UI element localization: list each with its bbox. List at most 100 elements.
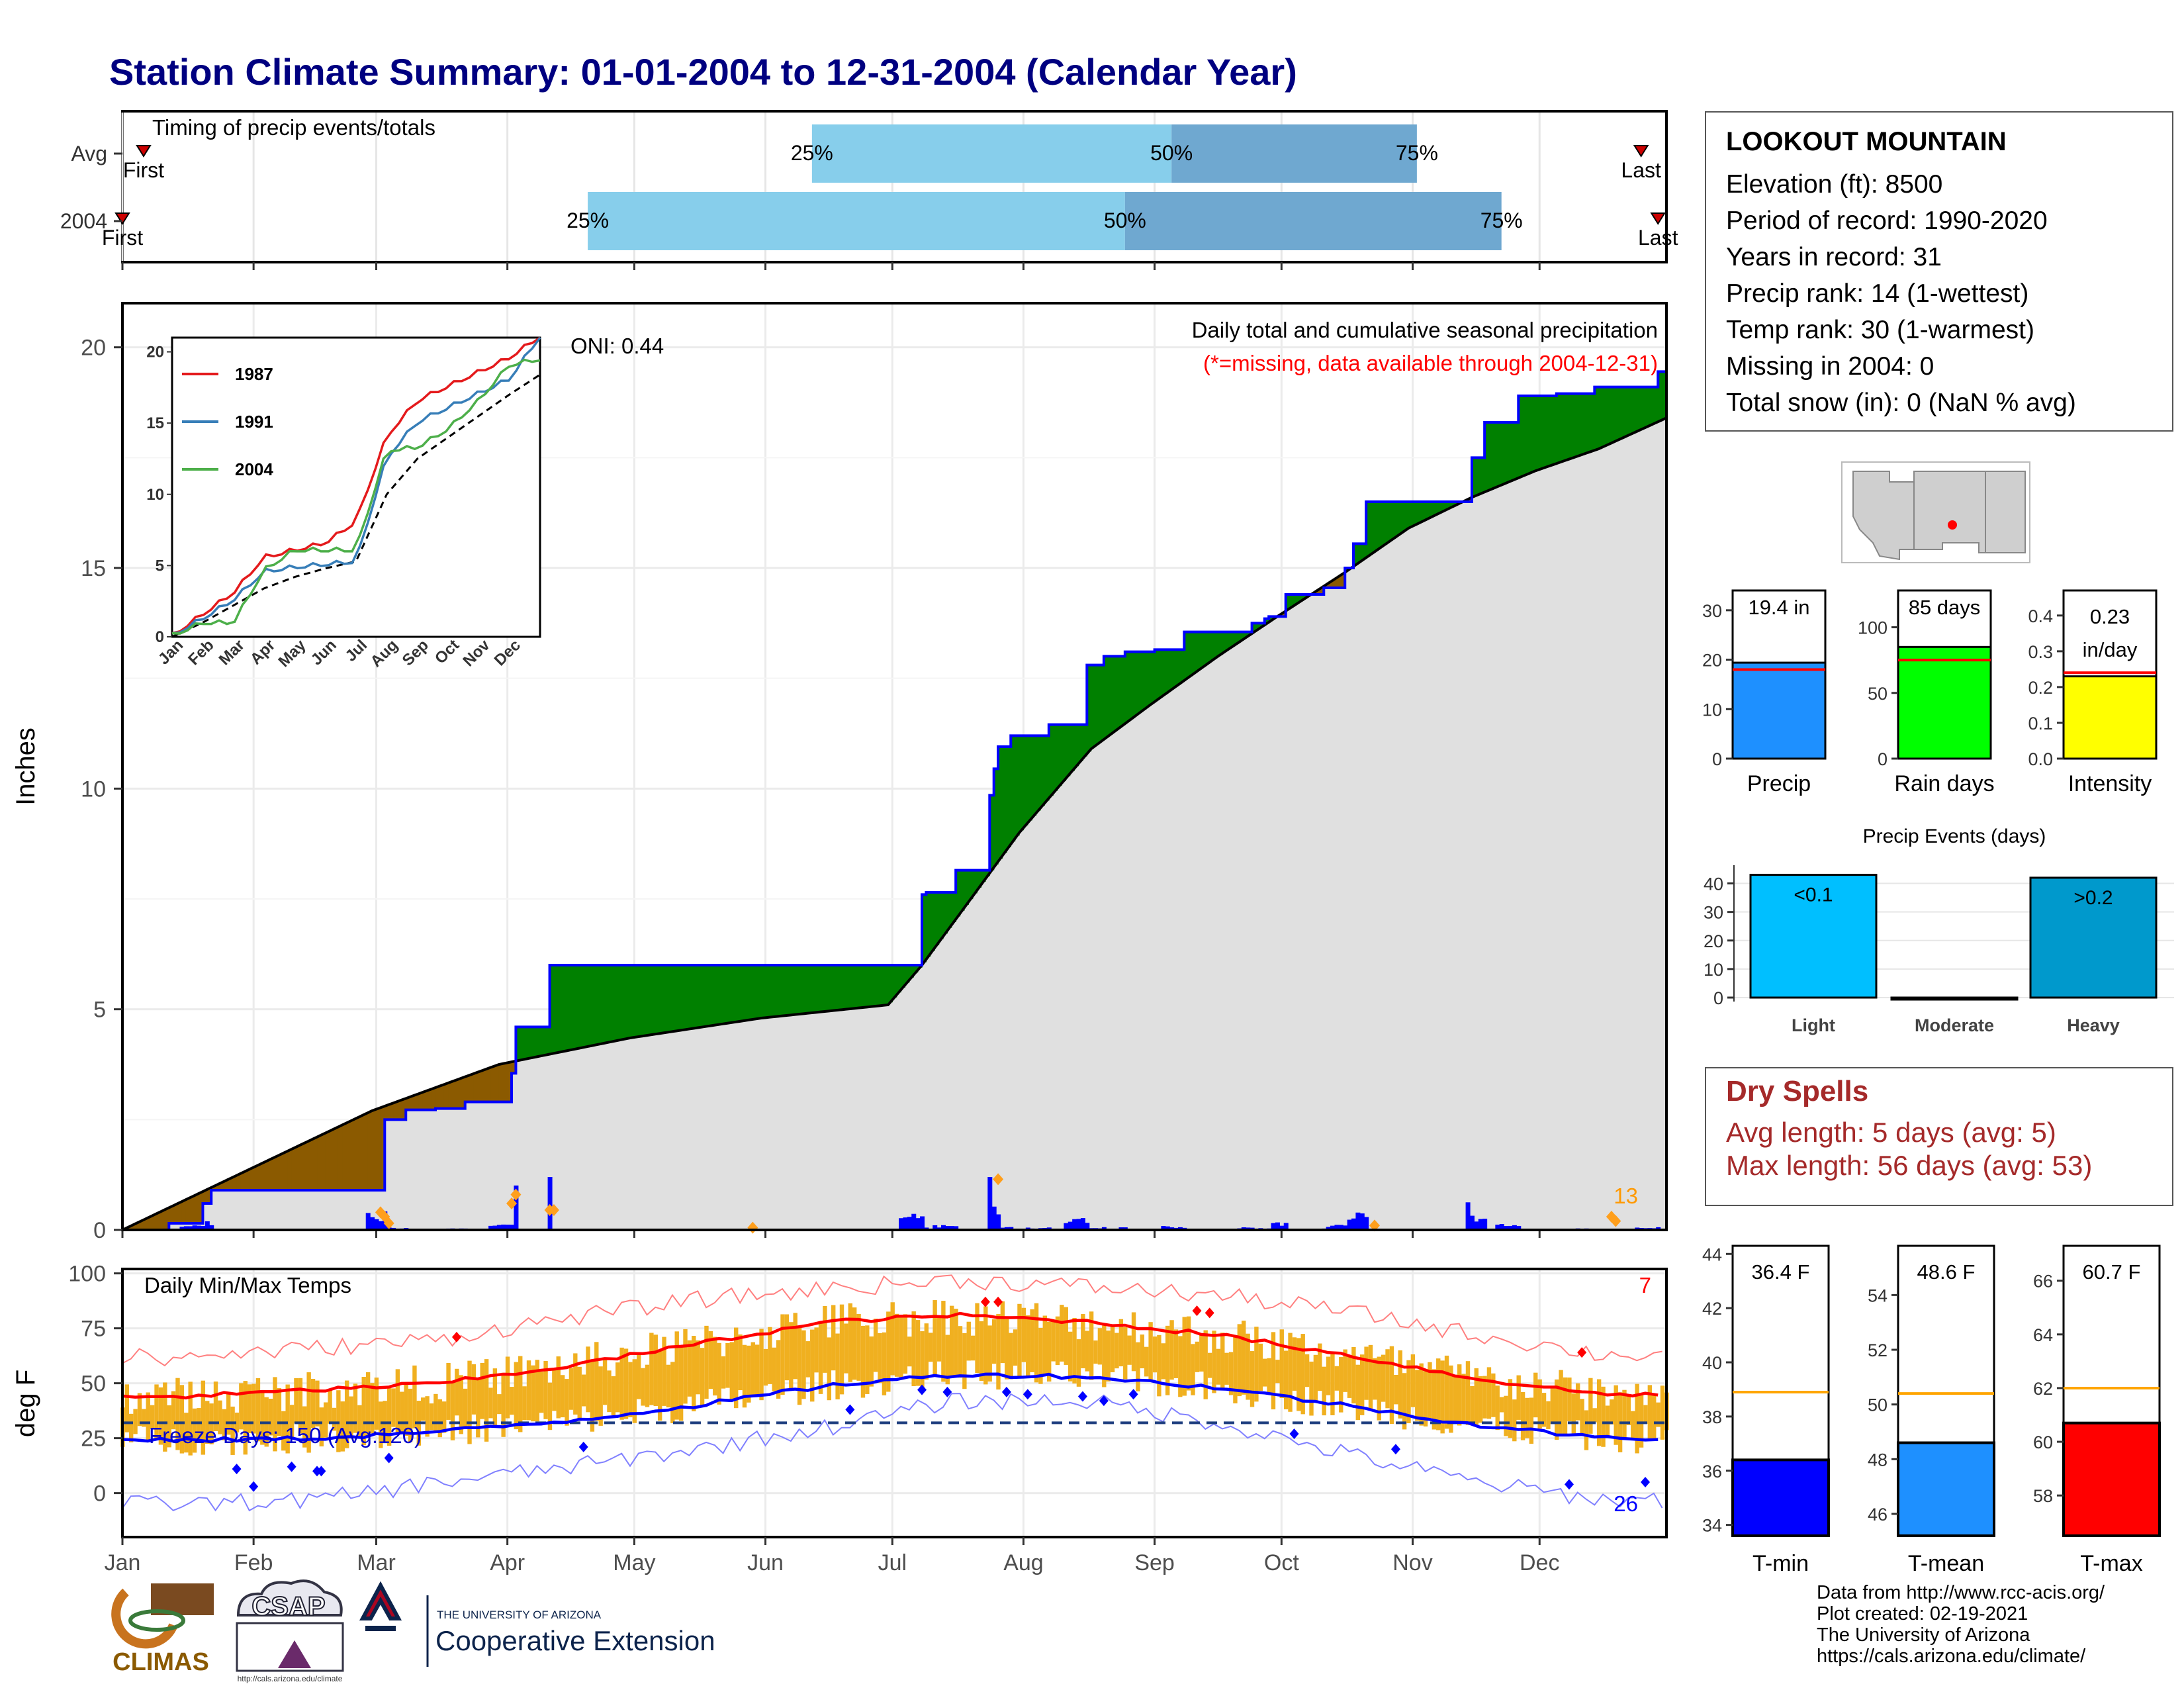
events-title: Precip Events (days) [1863,825,2046,847]
below-normal-fill [486,1068,491,1102]
daily-precip-bar [1165,1226,1170,1230]
above-normal-fill [1205,632,1210,664]
above-normal-fill [1197,632,1202,670]
above-normal-fill [638,965,643,1037]
record-low-marker [1390,1444,1400,1455]
daily-temp-bar [243,1381,248,1455]
daily-precip-bar [1085,1223,1090,1230]
above-normal-fill [592,965,597,1045]
daily-precip-bar [1326,1227,1331,1230]
below-normal-fill [338,1125,343,1190]
daily-temp-bar [970,1335,976,1361]
above-normal-fill [524,1027,529,1059]
mini-bar-value [2062,675,2158,760]
below-normal-fill [126,1227,132,1230]
daily-temp-bar [492,1368,498,1427]
above-normal-fill [609,965,614,1042]
daily-temp-bar [666,1364,671,1408]
y-tick-label: 100 [68,1262,106,1287]
daily-temp-bar [154,1384,159,1440]
temp-bar-tick-label: 50 [1868,1395,1888,1415]
below-normal-fill [148,1217,153,1230]
daily-temp-bar [1140,1334,1145,1369]
below-normal-fill [317,1136,322,1190]
above-normal-fill [769,965,774,1017]
above-normal-fill [1488,422,1494,490]
above-normal-fill [1370,502,1375,553]
precip-corner-count: 13 [1614,1184,1638,1208]
daily-temp-bar [1309,1361,1314,1416]
daily-temp-bar [1068,1331,1073,1382]
above-normal-fill [1451,502,1456,507]
daily-precip-bar [1161,1226,1166,1230]
daily-temp-bar [818,1321,823,1394]
above-normal-fill [1175,649,1181,685]
above-normal-fill [698,965,703,1028]
daily-temp-bar [142,1409,146,1427]
daily-temp-bar [1406,1360,1411,1423]
mini-bar-tick-label: 30 [1702,601,1722,621]
temp-bar-value-label: 48.6 F [1917,1260,1976,1284]
daily-temp-bar [594,1342,599,1421]
daily-temp-bar [1102,1325,1107,1387]
mini-bar-tick-label: 0.2 [2028,678,2053,698]
daily-temp-bar [1563,1377,1568,1435]
timing-q75-label: 75% [1396,141,1438,165]
above-normal-fill [1057,724,1062,786]
daily-precip-bar [374,1219,379,1230]
above-normal-fill [1658,371,1663,421]
daily-temp-bar [1525,1397,1529,1438]
daily-temp-bar [1660,1385,1665,1440]
above-normal-fill [579,965,584,1048]
above-normal-fill [1171,649,1177,688]
inset-legend-label: 1991 [235,412,273,432]
daily-temp-bar [213,1382,218,1431]
month-label: Sep [1134,1550,1175,1575]
above-normal-fill [1518,396,1524,477]
daily-temp-bar [1495,1385,1500,1430]
below-normal-fill [1332,579,1338,588]
y-tick-label: 50 [81,1372,106,1397]
below-normal-fill [372,1109,377,1190]
daily-temp-bar [302,1406,307,1448]
daily-temp-bar [636,1353,641,1399]
above-normal-fill [1218,632,1223,655]
below-normal-fill [266,1160,271,1190]
daily-temp-bar [784,1314,790,1381]
daily-temp-bar [954,1309,958,1376]
record-high-marker [980,1296,990,1307]
daily-temp-bar [1246,1333,1250,1400]
daily-precip-bar [1504,1226,1509,1230]
daily-precip-bar [488,1225,494,1230]
above-normal-fill [672,965,677,1031]
above-normal-fill [583,965,588,1047]
daily-temp-bar [175,1378,180,1450]
below-normal-fill [249,1168,254,1190]
daily-temp-bar [408,1388,413,1442]
daily-temp-bar [1136,1342,1140,1391]
daily-temp-bar [1009,1333,1013,1380]
timing-bar-early [588,192,1125,250]
above-normal-fill [1002,747,1007,853]
above-normal-fill [993,769,999,865]
daily-temp-bar [996,1314,1001,1390]
daily-temp-bar [1026,1315,1030,1376]
y-tick-label: 0 [93,1218,106,1243]
above-normal-fill [841,965,846,1009]
above-normal-fill [553,965,559,1053]
daily-temp-bar [1000,1301,1005,1364]
csap-logo-text: CSAP [251,1592,325,1621]
daily-temp-bar [1652,1394,1657,1440]
y-tick-label: 75 [81,1317,106,1342]
above-normal-fill [1476,457,1481,495]
daily-temp-bar [936,1316,942,1362]
daily-temp-bar [1322,1366,1326,1416]
below-normal-fill [275,1156,280,1190]
daily-temp-bar [1588,1378,1593,1434]
daily-temp-bar [1457,1364,1462,1426]
temp-bar-tick-label: 48 [1868,1450,1888,1470]
above-normal-fill [1201,632,1206,667]
below-normal-fill [363,1113,369,1190]
mini-bar-tick-label: 0.3 [2028,642,2053,662]
daily-temp-bar [463,1388,468,1429]
